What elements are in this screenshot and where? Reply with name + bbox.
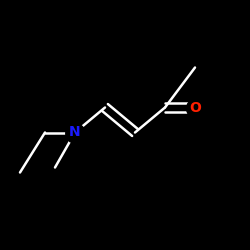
Text: N: N [69, 126, 81, 140]
Text: O: O [189, 100, 201, 114]
